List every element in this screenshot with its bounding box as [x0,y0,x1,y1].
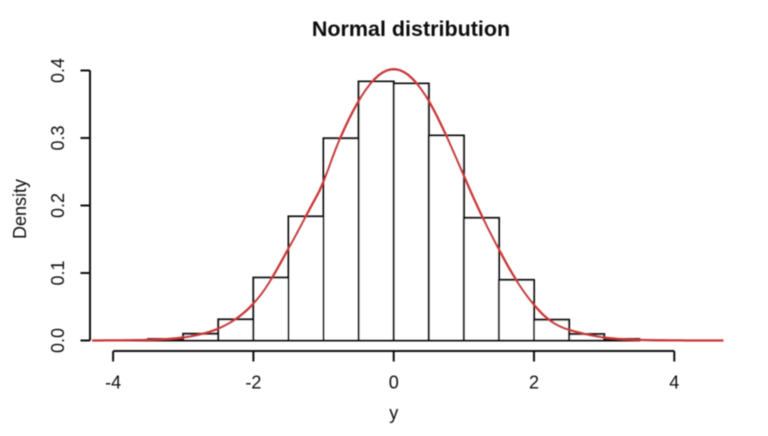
svg-text:2: 2 [529,373,539,393]
svg-text:0.0: 0.0 [48,328,68,353]
svg-text:0.1: 0.1 [48,260,68,285]
svg-text:0: 0 [389,373,399,393]
svg-text:0.3: 0.3 [48,125,68,150]
svg-text:0.2: 0.2 [48,193,68,218]
svg-text:4: 4 [669,373,679,393]
svg-text:0.4: 0.4 [48,58,68,83]
svg-text:-2: -2 [245,373,261,393]
svg-text:Normal distribution: Normal distribution [312,17,510,41]
svg-text:-4: -4 [105,373,121,393]
svg-text:y: y [389,403,398,423]
svg-text:Density: Density [10,179,30,239]
